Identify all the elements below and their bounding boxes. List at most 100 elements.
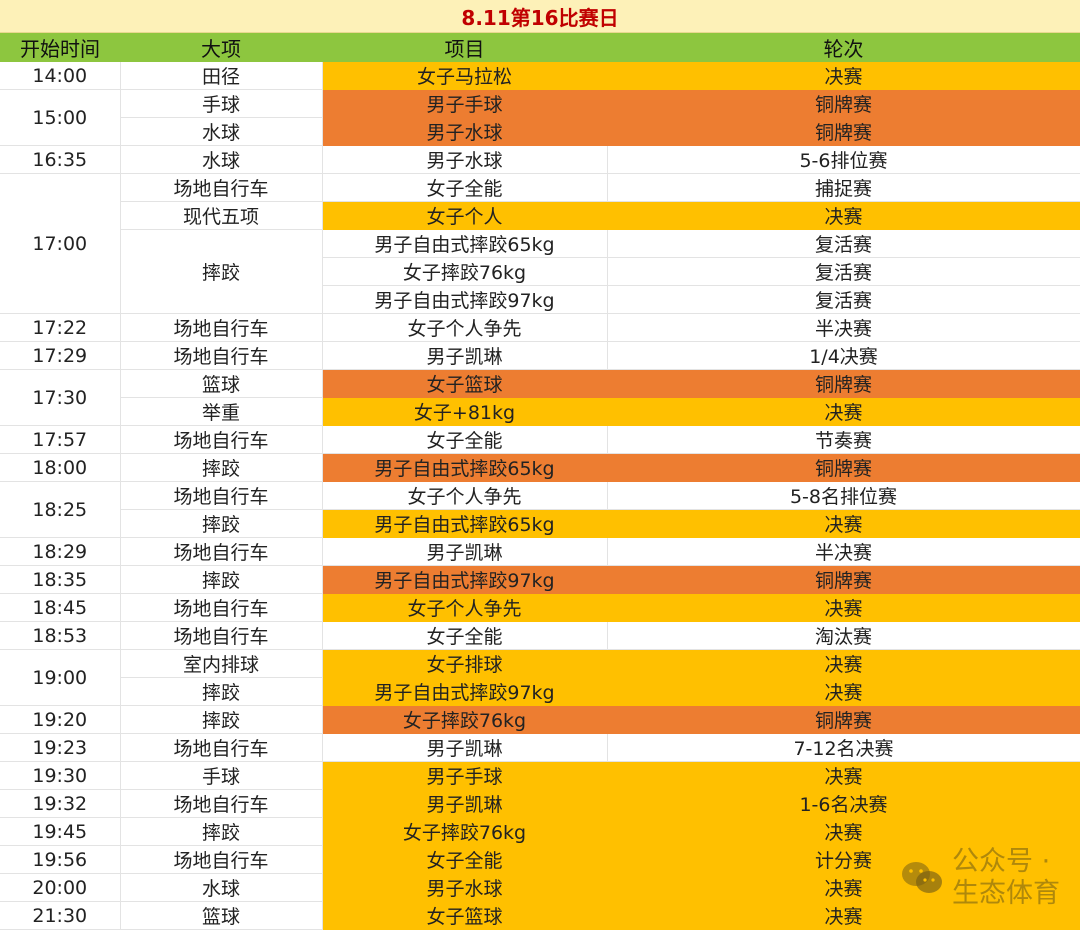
event-cell: 女子摔跤76kg — [322, 817, 608, 846]
start-time-cell: 18:53 — [0, 621, 121, 650]
event-cell: 男子水球 — [322, 117, 608, 146]
event-cell: 男子自由式摔跤97kg — [322, 677, 608, 706]
event-cell: 男子自由式摔跤65kg — [322, 509, 608, 538]
event-cell: 女子个人争先 — [322, 481, 608, 510]
sport-cell: 摔跤 — [120, 565, 323, 594]
table-row: 现代五项 女子个人 决赛 — [0, 201, 1080, 230]
round-cell: 半决赛 — [607, 313, 1080, 342]
start-time-cell: 21:30 — [0, 901, 121, 930]
round-cell: 决赛 — [607, 509, 1080, 538]
sport-cell: 摔跤 — [120, 677, 323, 706]
start-time-cell: 18:45 — [0, 593, 121, 622]
sport-cell: 篮球 — [120, 901, 323, 930]
round-cell: 5-6排位赛 — [607, 145, 1080, 174]
sport-cell: 水球 — [120, 145, 323, 174]
start-time-cell: 15:00 — [0, 89, 121, 146]
round-cell: 决赛 — [607, 593, 1080, 622]
sport-cell: 室内排球 — [120, 649, 323, 678]
event-cell: 女子个人争先 — [322, 313, 608, 342]
round-cell: 淘汰赛 — [607, 621, 1080, 650]
table-row: 19:56 场地自行车 女子全能 计分赛 — [0, 845, 1080, 874]
sport-cell: 摔跤 — [120, 705, 323, 734]
start-time-cell: 14:00 — [0, 62, 121, 90]
sport-cell: 田径 — [120, 62, 323, 90]
start-time-cell: 18:25 — [0, 481, 121, 538]
table-row: 20:00 水球 男子水球 决赛 — [0, 873, 1080, 902]
table-row: 17:00 场地自行车 女子全能 捕捉赛 — [0, 173, 1080, 314]
start-time-cell: 17:22 — [0, 313, 121, 342]
sport-cell: 场地自行车 — [120, 313, 323, 342]
round-cell: 铜牌赛 — [607, 453, 1080, 482]
round-cell: 1-6名决赛 — [607, 789, 1080, 818]
sport-cell: 场地自行车 — [120, 537, 323, 566]
sport-cell: 水球 — [120, 873, 323, 902]
event-cell: 女子个人 — [322, 201, 608, 230]
event-cell: 女子摔跤76kg — [322, 705, 608, 734]
start-time-cell: 19:32 — [0, 789, 121, 818]
sport-cell: 现代五项 — [120, 201, 323, 230]
sport-cell: 水球 — [120, 117, 323, 146]
round-cell: 复活赛 — [607, 229, 1080, 258]
round-cell: 1/4决赛 — [607, 341, 1080, 370]
round-cell: 决赛 — [607, 677, 1080, 706]
table-row: 17:22 场地自行车 女子个人争先 半决赛 — [0, 313, 1080, 342]
table-row: 19:30 手球 男子手球 决赛 — [0, 761, 1080, 790]
event-cell: 女子篮球 — [322, 369, 608, 398]
event-cell: 女子全能 — [322, 621, 608, 650]
header-start-time: 开始时间 — [0, 33, 120, 62]
table-row: 水球 男子水球 铜牌赛 — [0, 117, 1080, 146]
table-row: 19:32 场地自行车 男子凯琳 1-6名决赛 — [0, 789, 1080, 818]
header-event: 项目 — [322, 33, 607, 62]
round-cell: 铜牌赛 — [607, 117, 1080, 146]
event-cell: 男子手球 — [322, 761, 608, 790]
start-time-cell: 19:45 — [0, 817, 121, 846]
round-cell: 铜牌赛 — [607, 369, 1080, 398]
round-cell: 7-12名决赛 — [607, 733, 1080, 762]
table-row: 18:25 场地自行车 女子个人争先 5-8名排位赛 — [0, 481, 1080, 538]
event-cell: 女子全能 — [322, 173, 608, 202]
round-cell: 决赛 — [607, 649, 1080, 678]
round-cell: 铜牌赛 — [607, 705, 1080, 734]
round-cell: 决赛 — [607, 397, 1080, 426]
round-cell: 决赛 — [607, 761, 1080, 790]
round-cell: 决赛 — [607, 201, 1080, 230]
round-cell: 决赛 — [607, 873, 1080, 902]
event-cell: 女子摔跤76kg — [322, 257, 608, 286]
sport-cell: 手球 — [120, 761, 323, 790]
sport-cell: 场地自行车 — [120, 593, 323, 622]
start-time-cell: 18:00 — [0, 453, 121, 482]
event-cell: 女子个人争先 — [322, 593, 608, 622]
round-cell: 决赛 — [607, 62, 1080, 90]
table-row: 18:53 场地自行车 女子全能 淘汰赛 — [0, 621, 1080, 650]
round-cell: 铜牌赛 — [607, 89, 1080, 118]
sport-cell: 手球 — [120, 89, 323, 118]
table-row: 19:20 摔跤 女子摔跤76kg 铜牌赛 — [0, 705, 1080, 734]
start-time-cell: 19:23 — [0, 733, 121, 762]
table-row: 男子自由式摔跤97kg 复活赛 — [0, 285, 1080, 314]
header-sport: 大项 — [120, 33, 322, 62]
sport-cell: 场地自行车 — [120, 341, 323, 370]
round-cell: 决赛 — [607, 817, 1080, 846]
sport-cell: 场地自行车 — [120, 621, 323, 650]
round-cell: 捕捉赛 — [607, 173, 1080, 202]
table-row: 18:45 场地自行车 女子个人争先 决赛 — [0, 593, 1080, 622]
event-cell: 女子全能 — [322, 425, 608, 454]
round-cell: 复活赛 — [607, 285, 1080, 314]
round-cell: 铜牌赛 — [607, 565, 1080, 594]
start-time-cell: 19:20 — [0, 705, 121, 734]
table-row: 14:00 田径 女子马拉松 决赛 — [0, 62, 1080, 90]
sport-cell: 场地自行车 — [120, 733, 323, 762]
sport-cell: 场地自行车 — [120, 845, 323, 874]
round-cell: 决赛 — [607, 901, 1080, 930]
event-cell: 男子自由式摔跤97kg — [322, 565, 608, 594]
start-time-cell: 19:30 — [0, 761, 121, 790]
start-time-cell: 20:00 — [0, 873, 121, 902]
start-time-cell: 18:29 — [0, 537, 121, 566]
table-row: 19:00 室内排球 女子排球 决赛 — [0, 649, 1080, 706]
table-row: 18:00 摔跤 男子自由式摔跤65kg 铜牌赛 — [0, 453, 1080, 482]
round-cell: 计分赛 — [607, 845, 1080, 874]
start-time-cell: 19:00 — [0, 649, 121, 706]
event-cell: 男子凯琳 — [322, 341, 608, 370]
event-cell: 男子凯琳 — [322, 537, 608, 566]
event-cell: 女子马拉松 — [322, 62, 608, 90]
